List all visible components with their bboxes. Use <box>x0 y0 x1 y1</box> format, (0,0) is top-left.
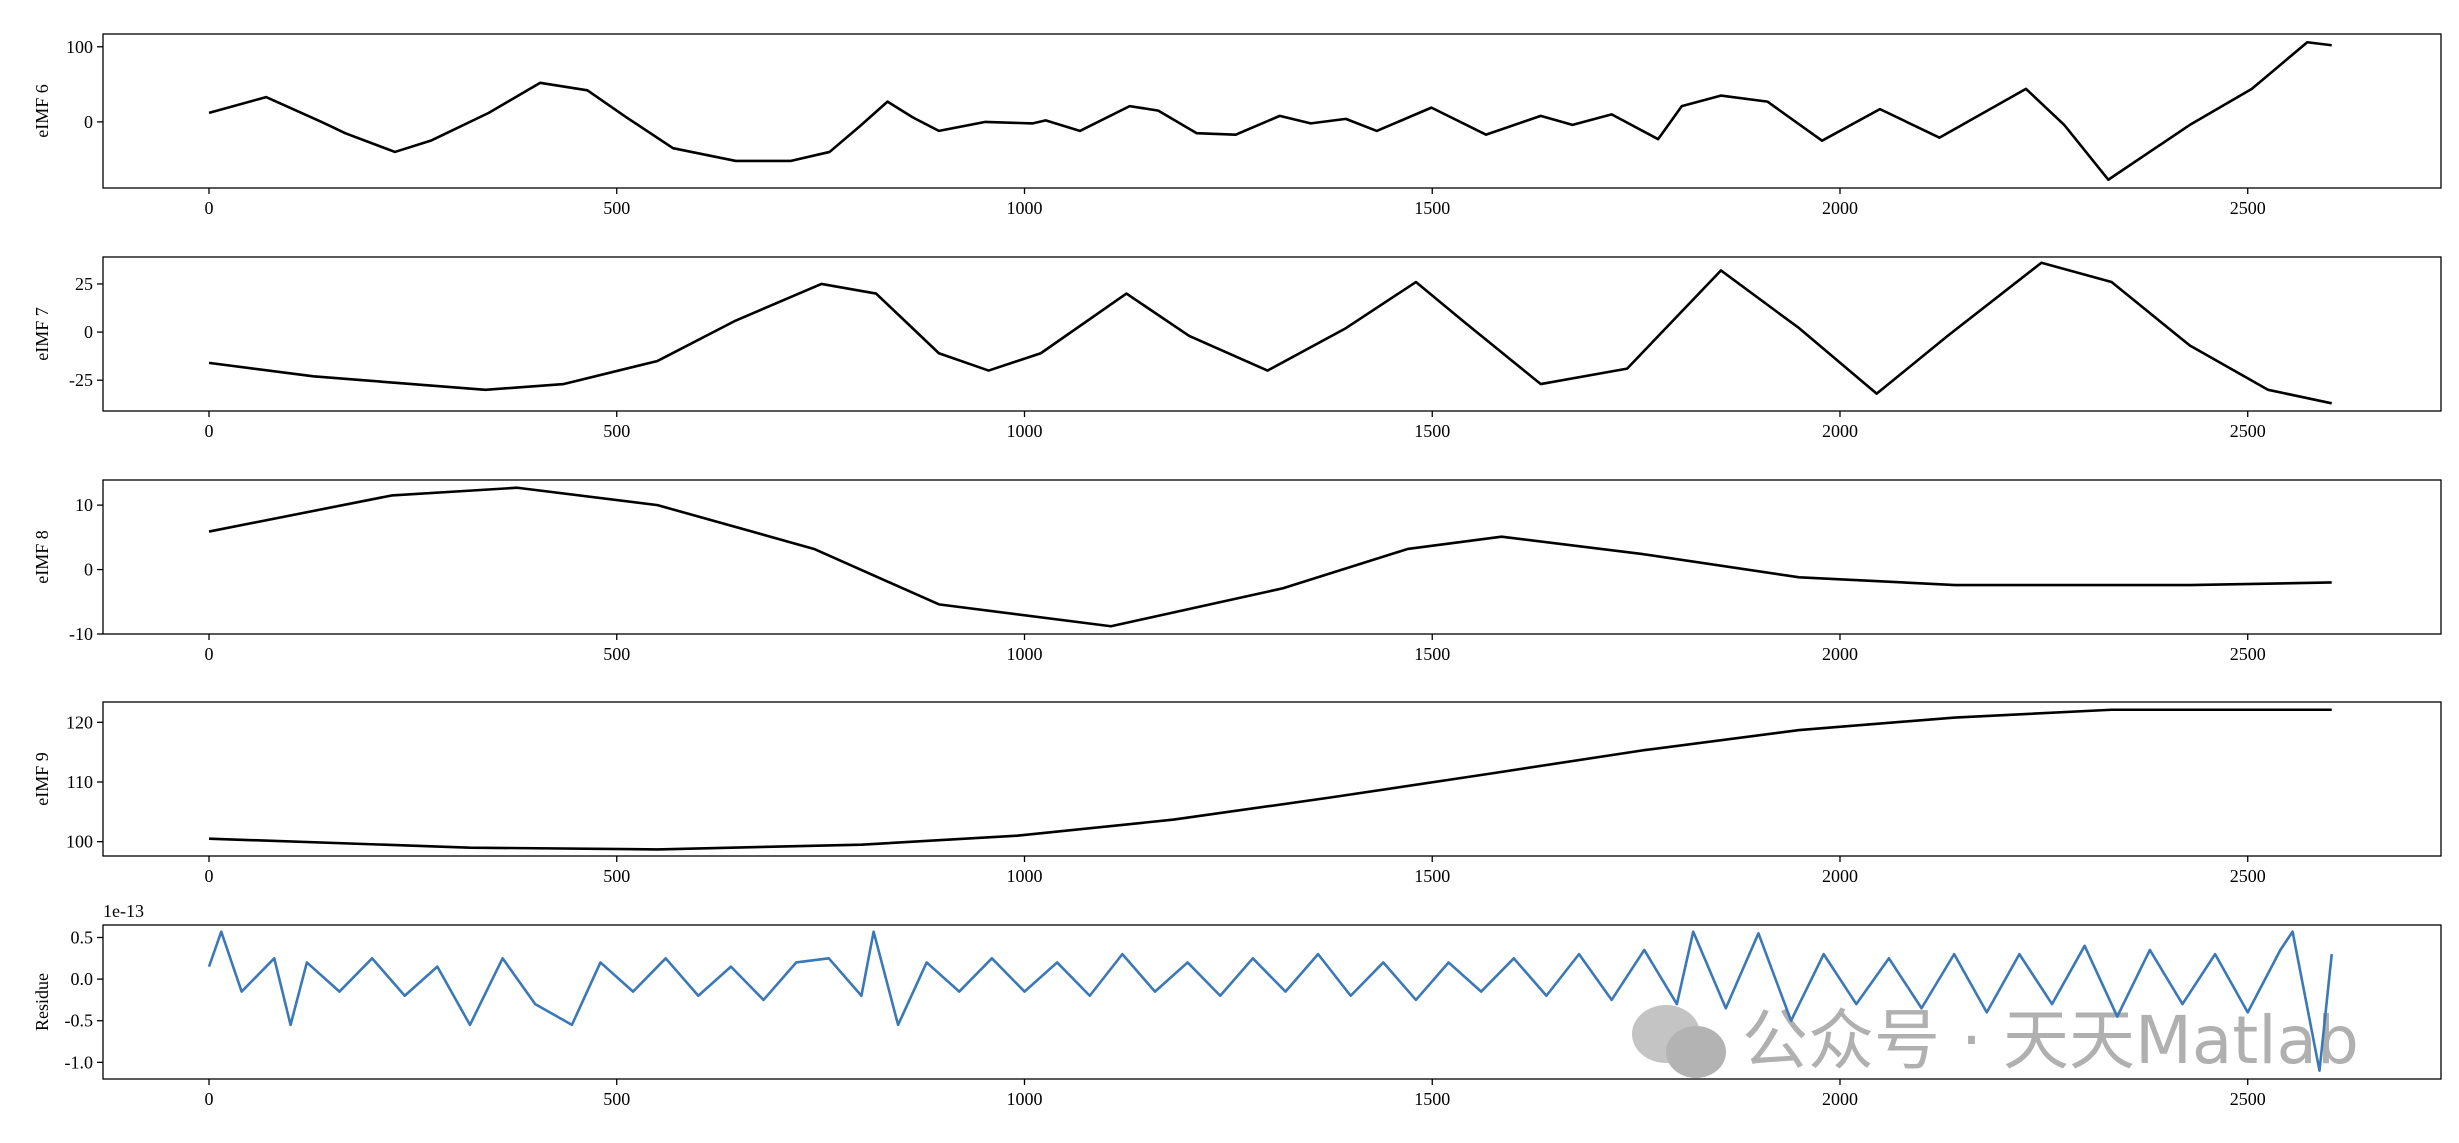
y-tick-label: 100 <box>66 37 93 57</box>
y-tick-label: 0.0 <box>71 969 94 989</box>
y-axis-label: eIMF 8 <box>32 530 52 584</box>
y-axis-label: eIMF 9 <box>32 752 52 806</box>
x-tick-label: 2500 <box>2230 644 2266 664</box>
y-axis-label: Residue <box>32 973 52 1031</box>
y-tick-label: 0 <box>84 112 93 132</box>
y-tick-label: -10 <box>69 624 93 644</box>
x-tick-label: 2500 <box>2230 421 2266 441</box>
y-tick-label: 0 <box>84 322 93 342</box>
x-tick-label: 2500 <box>2230 198 2266 218</box>
x-tick-label: 2000 <box>1822 644 1858 664</box>
data-line <box>207 930 2334 1072</box>
offset-text: 1e-13 <box>103 901 144 921</box>
x-tick-label: 1000 <box>1006 198 1042 218</box>
data-line <box>208 40 2332 182</box>
x-tick-label: 500 <box>603 866 630 886</box>
y-tick-label: -1.0 <box>65 1052 94 1072</box>
x-tick-label: 0 <box>205 198 214 218</box>
x-tick-label: 1500 <box>1414 1089 1450 1109</box>
x-tick-label: 1000 <box>1006 1089 1042 1109</box>
x-tick-label: 2000 <box>1822 1089 1858 1109</box>
x-tick-label: 1000 <box>1006 866 1042 886</box>
y-tick-label: 110 <box>67 772 93 792</box>
x-tick-label: 2000 <box>1822 198 1858 218</box>
axes-frame <box>102 256 2442 412</box>
y-axis-label: eIMF 6 <box>32 84 52 138</box>
x-tick-label: 1500 <box>1414 866 1450 886</box>
x-tick-label: 500 <box>603 1089 630 1109</box>
x-tick-label: 2000 <box>1822 421 1858 441</box>
watermark-icon <box>1632 1005 1726 1078</box>
x-tick-label: 2000 <box>1822 866 1858 886</box>
x-tick-label: 0 <box>205 644 214 664</box>
watermark: 公众号 · 天天Matlab <box>1742 1002 2359 1079</box>
axes-frame <box>102 479 2442 635</box>
y-tick-label: -0.5 <box>65 1011 94 1031</box>
x-tick-label: 1500 <box>1414 421 1450 441</box>
x-tick-label: 0 <box>205 421 214 441</box>
x-tick-label: 500 <box>603 198 630 218</box>
x-tick-label: 500 <box>603 421 630 441</box>
y-tick-label: 10 <box>75 495 93 515</box>
y-tick-label: 0 <box>84 560 93 580</box>
y-tick-label: 100 <box>66 832 93 852</box>
y-tick-label: 0.5 <box>71 927 94 947</box>
y-tick-label: -25 <box>69 370 93 390</box>
x-tick-label: 1500 <box>1414 198 1450 218</box>
y-tick-label: 120 <box>66 712 93 732</box>
x-tick-label: 1500 <box>1414 644 1450 664</box>
axes-frame <box>102 924 2442 1080</box>
x-tick-label: 1000 <box>1006 421 1042 441</box>
x-tick-label: 2500 <box>2230 866 2266 886</box>
x-tick-label: 0 <box>205 1089 214 1109</box>
data-line <box>208 486 2332 628</box>
x-tick-label: 2500 <box>2230 1089 2266 1109</box>
y-axis-label: eIMF 7 <box>32 307 52 361</box>
x-tick-label: 0 <box>205 866 214 886</box>
axes-frame <box>102 33 2442 189</box>
y-tick-label: 25 <box>75 274 93 294</box>
axes-frame <box>102 701 2442 857</box>
data-line <box>208 261 2332 405</box>
x-tick-label: 500 <box>603 644 630 664</box>
data-line <box>208 708 2332 851</box>
x-tick-label: 1000 <box>1006 644 1042 664</box>
